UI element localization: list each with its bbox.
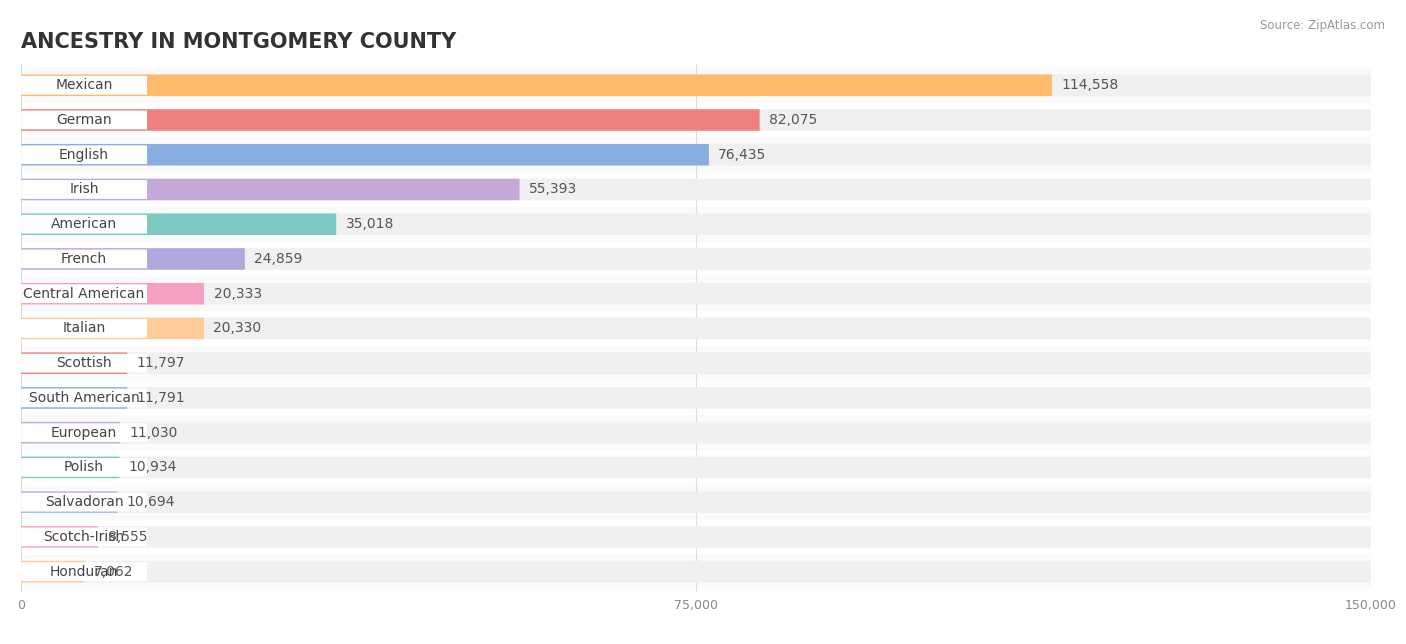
Text: Source: ZipAtlas.com: Source: ZipAtlas.com	[1260, 19, 1385, 32]
Text: French: French	[60, 252, 107, 266]
FancyBboxPatch shape	[21, 387, 1371, 409]
Text: Polish: Polish	[65, 460, 104, 475]
FancyBboxPatch shape	[21, 213, 336, 235]
FancyBboxPatch shape	[21, 213, 1371, 235]
FancyBboxPatch shape	[21, 283, 204, 305]
FancyBboxPatch shape	[21, 423, 148, 442]
FancyBboxPatch shape	[21, 178, 520, 200]
FancyBboxPatch shape	[21, 144, 709, 166]
FancyBboxPatch shape	[21, 172, 1371, 207]
FancyBboxPatch shape	[21, 144, 1371, 166]
FancyBboxPatch shape	[21, 317, 204, 339]
FancyBboxPatch shape	[21, 75, 1371, 96]
FancyBboxPatch shape	[21, 137, 1371, 172]
FancyBboxPatch shape	[21, 68, 1371, 102]
Text: 55,393: 55,393	[529, 182, 578, 196]
FancyBboxPatch shape	[21, 457, 1371, 478]
Text: 35,018: 35,018	[346, 217, 394, 231]
FancyBboxPatch shape	[21, 319, 148, 338]
FancyBboxPatch shape	[21, 352, 1371, 374]
Text: Scottish: Scottish	[56, 356, 112, 370]
FancyBboxPatch shape	[21, 146, 148, 164]
Text: South American: South American	[28, 391, 139, 405]
Text: 20,330: 20,330	[214, 321, 262, 336]
Text: European: European	[51, 426, 117, 440]
FancyBboxPatch shape	[21, 520, 1371, 554]
FancyBboxPatch shape	[21, 527, 148, 546]
Text: 82,075: 82,075	[769, 113, 817, 127]
Text: 114,558: 114,558	[1062, 78, 1119, 92]
FancyBboxPatch shape	[21, 346, 1371, 381]
FancyBboxPatch shape	[21, 250, 148, 269]
FancyBboxPatch shape	[21, 352, 128, 374]
FancyBboxPatch shape	[21, 215, 148, 234]
FancyBboxPatch shape	[21, 562, 148, 581]
FancyBboxPatch shape	[21, 248, 1371, 270]
FancyBboxPatch shape	[21, 76, 148, 95]
FancyBboxPatch shape	[21, 283, 1371, 305]
FancyBboxPatch shape	[21, 242, 1371, 276]
FancyBboxPatch shape	[21, 276, 1371, 311]
FancyBboxPatch shape	[21, 450, 1371, 485]
FancyBboxPatch shape	[21, 180, 148, 199]
Text: 10,934: 10,934	[129, 460, 177, 475]
FancyBboxPatch shape	[21, 109, 1371, 131]
Text: 11,791: 11,791	[136, 391, 186, 405]
FancyBboxPatch shape	[21, 561, 84, 582]
Text: Italian: Italian	[62, 321, 105, 336]
FancyBboxPatch shape	[21, 317, 1371, 339]
FancyBboxPatch shape	[21, 311, 1371, 346]
FancyBboxPatch shape	[21, 526, 98, 547]
FancyBboxPatch shape	[21, 485, 1371, 520]
Text: Mexican: Mexican	[55, 78, 112, 92]
FancyBboxPatch shape	[21, 75, 1052, 96]
FancyBboxPatch shape	[21, 493, 148, 511]
FancyBboxPatch shape	[21, 526, 1371, 547]
Text: 10,694: 10,694	[127, 495, 176, 509]
FancyBboxPatch shape	[21, 102, 1371, 137]
Text: 11,030: 11,030	[129, 426, 179, 440]
FancyBboxPatch shape	[21, 561, 1371, 582]
Text: 76,435: 76,435	[718, 147, 766, 162]
FancyBboxPatch shape	[21, 422, 121, 444]
Text: Salvadoran: Salvadoran	[45, 495, 124, 509]
FancyBboxPatch shape	[21, 248, 245, 270]
FancyBboxPatch shape	[21, 387, 127, 409]
FancyBboxPatch shape	[21, 491, 117, 513]
Text: Central American: Central American	[24, 287, 145, 301]
Text: 11,797: 11,797	[136, 356, 186, 370]
Text: American: American	[51, 217, 117, 231]
Text: Irish: Irish	[69, 182, 98, 196]
Text: 8,555: 8,555	[107, 530, 148, 544]
FancyBboxPatch shape	[21, 415, 1371, 450]
FancyBboxPatch shape	[21, 458, 148, 477]
FancyBboxPatch shape	[21, 354, 148, 373]
FancyBboxPatch shape	[21, 554, 1371, 589]
FancyBboxPatch shape	[21, 422, 1371, 444]
Text: English: English	[59, 147, 110, 162]
FancyBboxPatch shape	[21, 388, 148, 407]
Text: 7,062: 7,062	[94, 565, 134, 579]
FancyBboxPatch shape	[21, 491, 1371, 513]
FancyBboxPatch shape	[21, 381, 1371, 415]
Text: Scotch-Irish: Scotch-Irish	[44, 530, 125, 544]
Text: Honduran: Honduran	[49, 565, 118, 579]
Text: 24,859: 24,859	[254, 252, 302, 266]
FancyBboxPatch shape	[21, 457, 120, 478]
FancyBboxPatch shape	[21, 284, 148, 303]
Text: German: German	[56, 113, 112, 127]
FancyBboxPatch shape	[21, 111, 148, 129]
FancyBboxPatch shape	[21, 109, 759, 131]
FancyBboxPatch shape	[21, 207, 1371, 242]
FancyBboxPatch shape	[21, 178, 1371, 200]
Text: 20,333: 20,333	[214, 287, 262, 301]
Text: ANCESTRY IN MONTGOMERY COUNTY: ANCESTRY IN MONTGOMERY COUNTY	[21, 32, 457, 52]
